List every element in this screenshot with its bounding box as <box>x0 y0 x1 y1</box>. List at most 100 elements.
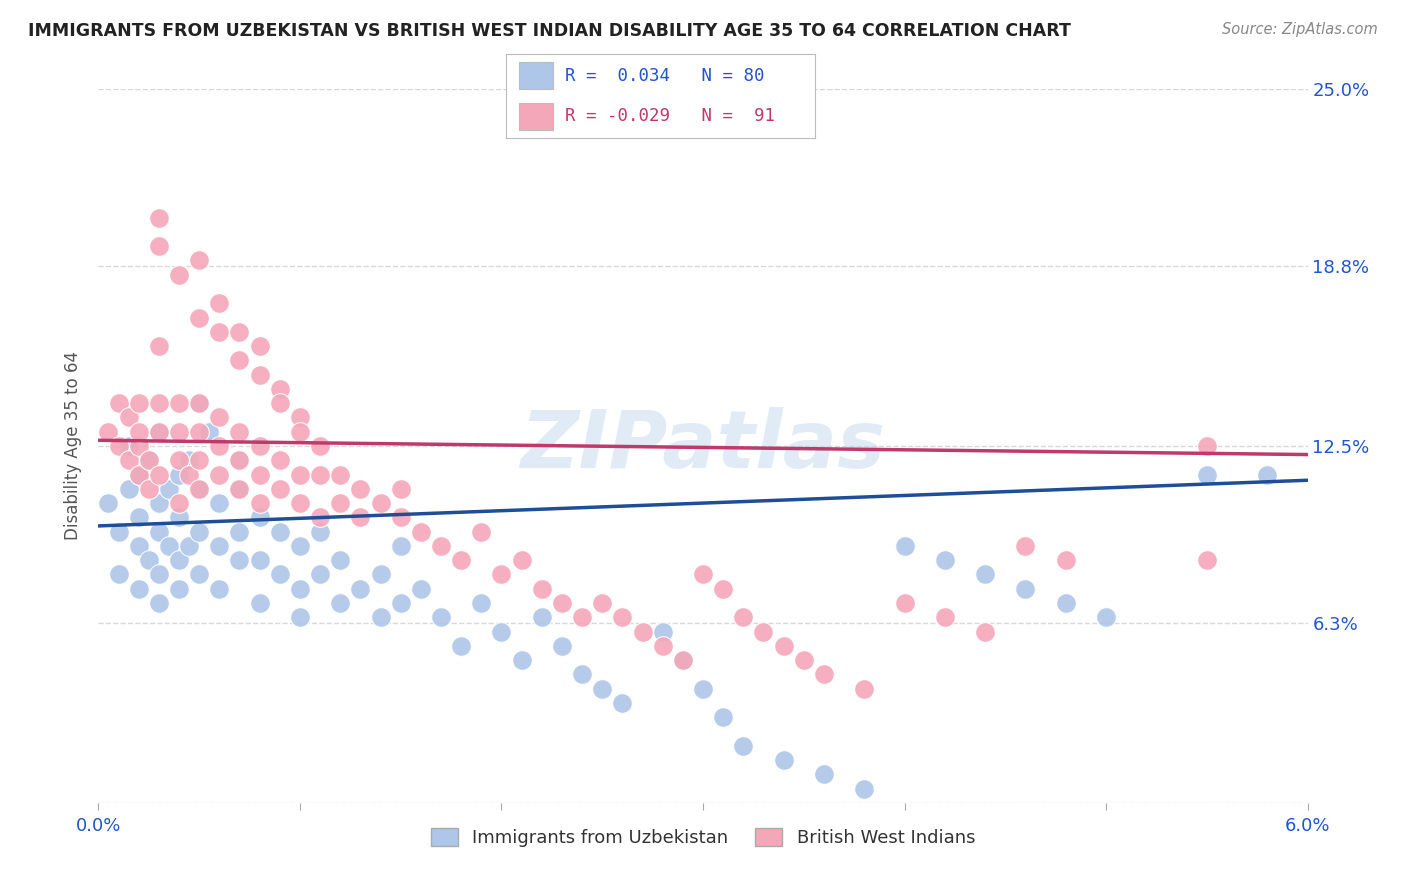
Point <box>148 425 170 439</box>
Point <box>309 567 332 582</box>
Point <box>157 539 180 553</box>
Point <box>349 582 371 596</box>
Point <box>269 453 291 467</box>
Point <box>138 482 160 496</box>
Point <box>249 467 271 482</box>
Point <box>228 425 250 439</box>
Point <box>772 639 794 653</box>
Point <box>853 781 876 796</box>
Point <box>934 553 956 567</box>
Point <box>148 211 170 225</box>
Point <box>188 524 211 539</box>
Point <box>571 667 593 681</box>
Point <box>269 524 291 539</box>
Point <box>1195 439 1218 453</box>
Point <box>148 567 170 582</box>
Point <box>249 339 271 353</box>
Point <box>208 496 231 510</box>
Point <box>651 639 673 653</box>
Point <box>269 396 291 410</box>
Point <box>118 439 141 453</box>
Point <box>208 439 231 453</box>
Text: Source: ZipAtlas.com: Source: ZipAtlas.com <box>1222 22 1378 37</box>
Point <box>148 524 170 539</box>
Point <box>188 567 211 582</box>
Point <box>208 467 231 482</box>
Point <box>1014 582 1036 596</box>
Point <box>167 268 190 282</box>
Point <box>288 425 311 439</box>
Point <box>329 467 352 482</box>
Point <box>228 453 250 467</box>
Point <box>288 610 311 624</box>
Point <box>430 610 453 624</box>
Point <box>208 582 231 596</box>
Point <box>249 368 271 382</box>
Point <box>228 325 250 339</box>
Point <box>733 739 755 753</box>
Point <box>138 553 160 567</box>
Point <box>188 253 211 268</box>
Point <box>167 425 190 439</box>
Point <box>934 610 956 624</box>
Point <box>228 353 250 368</box>
Point <box>370 610 392 624</box>
Point <box>389 539 412 553</box>
Point <box>1054 596 1077 610</box>
Point <box>128 539 150 553</box>
Point <box>631 624 654 639</box>
Point <box>128 425 150 439</box>
Point <box>249 596 271 610</box>
Point <box>530 582 553 596</box>
Point <box>510 653 533 667</box>
Point <box>1256 467 1278 482</box>
Point <box>128 396 150 410</box>
Point <box>148 596 170 610</box>
Point <box>249 553 271 567</box>
Point <box>208 410 231 425</box>
Point <box>793 653 815 667</box>
Point <box>711 582 734 596</box>
Point <box>148 396 170 410</box>
Point <box>179 467 201 482</box>
Point <box>228 553 250 567</box>
Point <box>118 410 141 425</box>
Point <box>269 482 291 496</box>
Point <box>430 539 453 553</box>
Point <box>128 439 150 453</box>
Point <box>167 467 190 482</box>
Point <box>491 567 513 582</box>
Point <box>249 439 271 453</box>
Point <box>813 667 835 681</box>
Point <box>148 339 170 353</box>
Point <box>179 539 201 553</box>
Point <box>288 582 311 596</box>
Point <box>128 582 150 596</box>
Point <box>138 453 160 467</box>
Text: R = -0.029   N =  91: R = -0.029 N = 91 <box>565 107 775 125</box>
Point <box>329 553 352 567</box>
Point <box>974 567 997 582</box>
Point <box>288 539 311 553</box>
Point <box>118 482 141 496</box>
Point <box>510 553 533 567</box>
Point <box>138 453 160 467</box>
Point <box>893 539 915 553</box>
Point <box>107 567 129 582</box>
Point <box>288 496 311 510</box>
Point <box>672 653 695 667</box>
Point <box>128 467 150 482</box>
Point <box>450 553 472 567</box>
Point <box>249 496 271 510</box>
Point <box>167 453 190 467</box>
Point <box>329 596 352 610</box>
Point <box>249 510 271 524</box>
Point <box>491 624 513 639</box>
Point <box>711 710 734 724</box>
Point <box>349 482 371 496</box>
Point <box>157 482 180 496</box>
Text: R =  0.034   N = 80: R = 0.034 N = 80 <box>565 67 765 85</box>
Point <box>309 439 332 453</box>
Point <box>591 596 613 610</box>
Point <box>128 467 150 482</box>
